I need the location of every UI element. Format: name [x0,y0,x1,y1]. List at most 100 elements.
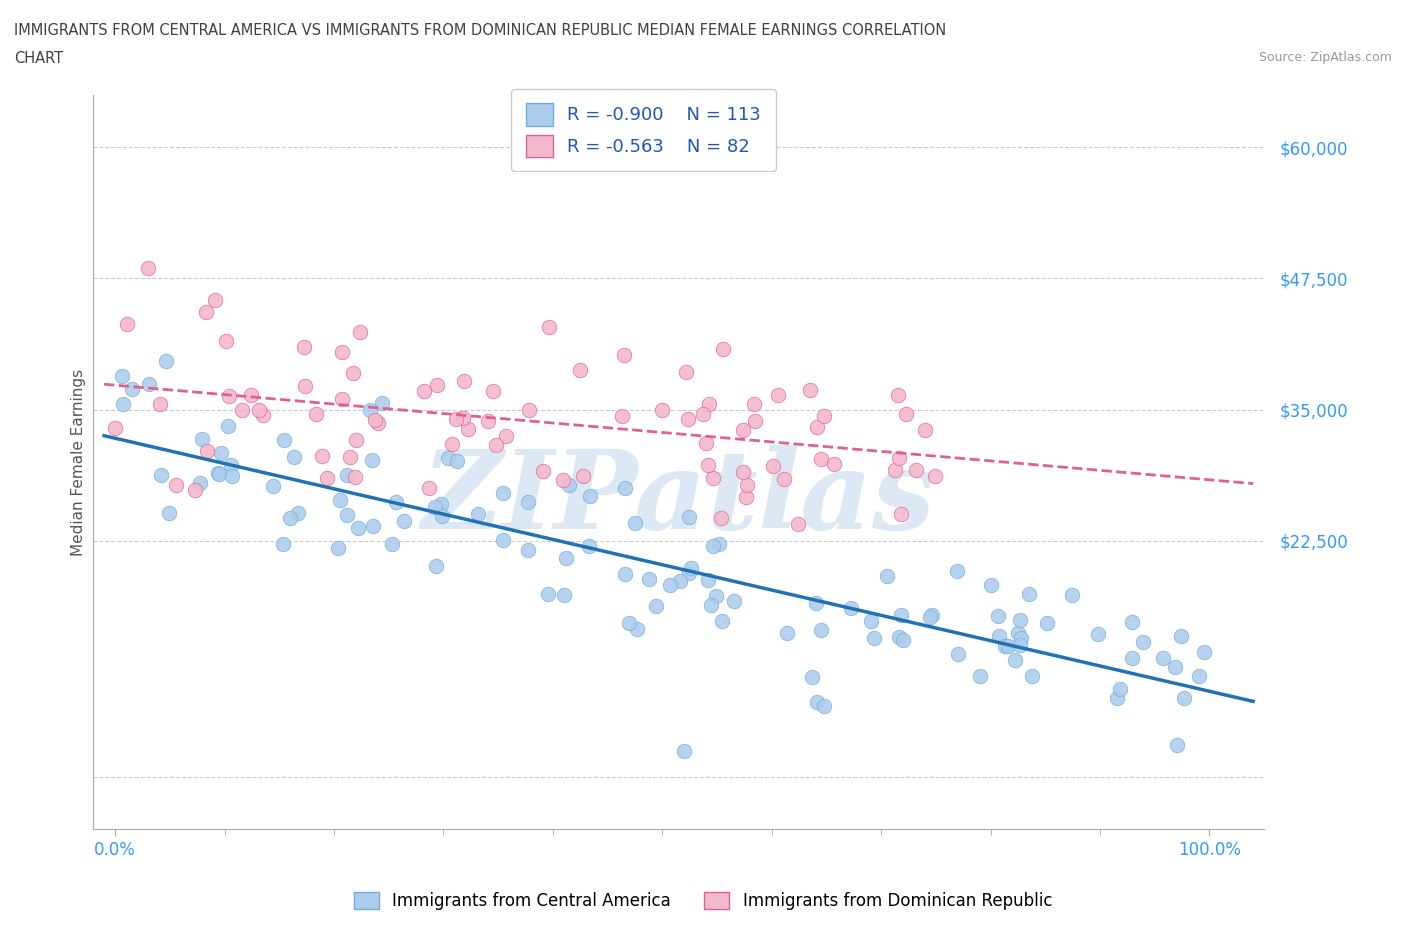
Point [1035,616,1057,631]
Point [157,506,180,521]
Point [367,416,389,431]
Point [492,485,515,500]
Point [104,421,127,436]
Point [436,451,458,466]
Point [305,406,328,421]
Point [804,596,827,611]
Point [735,489,758,504]
Point [1166,738,1188,753]
Point [492,532,515,547]
Point [370,396,392,411]
Point [342,366,364,381]
Point [568,363,591,378]
Point [184,483,207,498]
Point [1170,629,1192,644]
Point [418,481,440,496]
Point [623,516,645,531]
Point [215,334,238,349]
Point [517,495,540,510]
Point [349,325,371,339]
Point [579,488,602,503]
Point [336,508,359,523]
Point [702,538,724,553]
Point [111,368,134,383]
Point [1021,669,1043,684]
Point [332,392,354,406]
Point [262,479,284,494]
Point [697,396,720,411]
Point [644,599,666,614]
Point [271,537,294,551]
Point [195,444,218,458]
Point [240,387,263,402]
Point [987,608,1010,623]
Point [921,608,943,623]
Point [344,432,367,447]
Point [392,513,415,528]
Point [1188,669,1211,684]
Y-axis label: Median Female Earnings: Median Female Earnings [72,368,86,555]
Point [451,410,474,425]
Point [115,317,138,332]
Text: ZIPatlas: ZIPatlas [422,445,935,552]
Point [425,558,447,573]
Point [278,511,301,525]
Text: CHART: CHART [14,51,63,66]
Point [217,419,239,434]
Point [1173,691,1195,706]
Point [1194,644,1216,659]
Point [444,412,467,427]
Point [673,743,696,758]
Point [702,471,724,485]
Point [742,397,765,412]
Point [429,497,451,512]
Point [384,495,406,510]
Point [731,465,754,480]
Point [287,505,309,520]
Point [723,593,745,608]
Point [659,578,682,592]
Point [149,467,172,482]
Point [612,408,634,423]
Point [946,647,969,662]
Point [283,449,305,464]
Point [554,551,576,565]
Point [413,384,436,399]
Point [339,449,361,464]
Point [896,406,918,421]
Point [446,454,468,469]
Point [252,408,274,423]
Point [768,388,790,403]
Point [863,631,886,645]
Point [121,381,143,396]
Point [876,568,898,583]
Point [1008,637,1031,652]
Point [495,428,517,443]
Point [292,339,315,354]
Point [980,578,1002,592]
Point [810,452,832,467]
Point [537,586,560,601]
Point [247,403,270,418]
Point [111,397,134,412]
Point [1121,615,1143,630]
Point [823,457,845,472]
Point [204,292,226,307]
Point [893,632,915,647]
Point [918,610,941,625]
Point [531,464,554,479]
Point [155,353,177,368]
Point [1163,660,1185,675]
Point [675,365,697,379]
Point [1132,634,1154,649]
Point [696,458,718,473]
Point [614,480,637,495]
Point [425,378,447,392]
Point [839,601,862,616]
Point [681,561,703,576]
Point [806,419,828,434]
Point [744,414,766,429]
Point [813,409,835,424]
Point [772,472,794,486]
Point [538,319,561,334]
